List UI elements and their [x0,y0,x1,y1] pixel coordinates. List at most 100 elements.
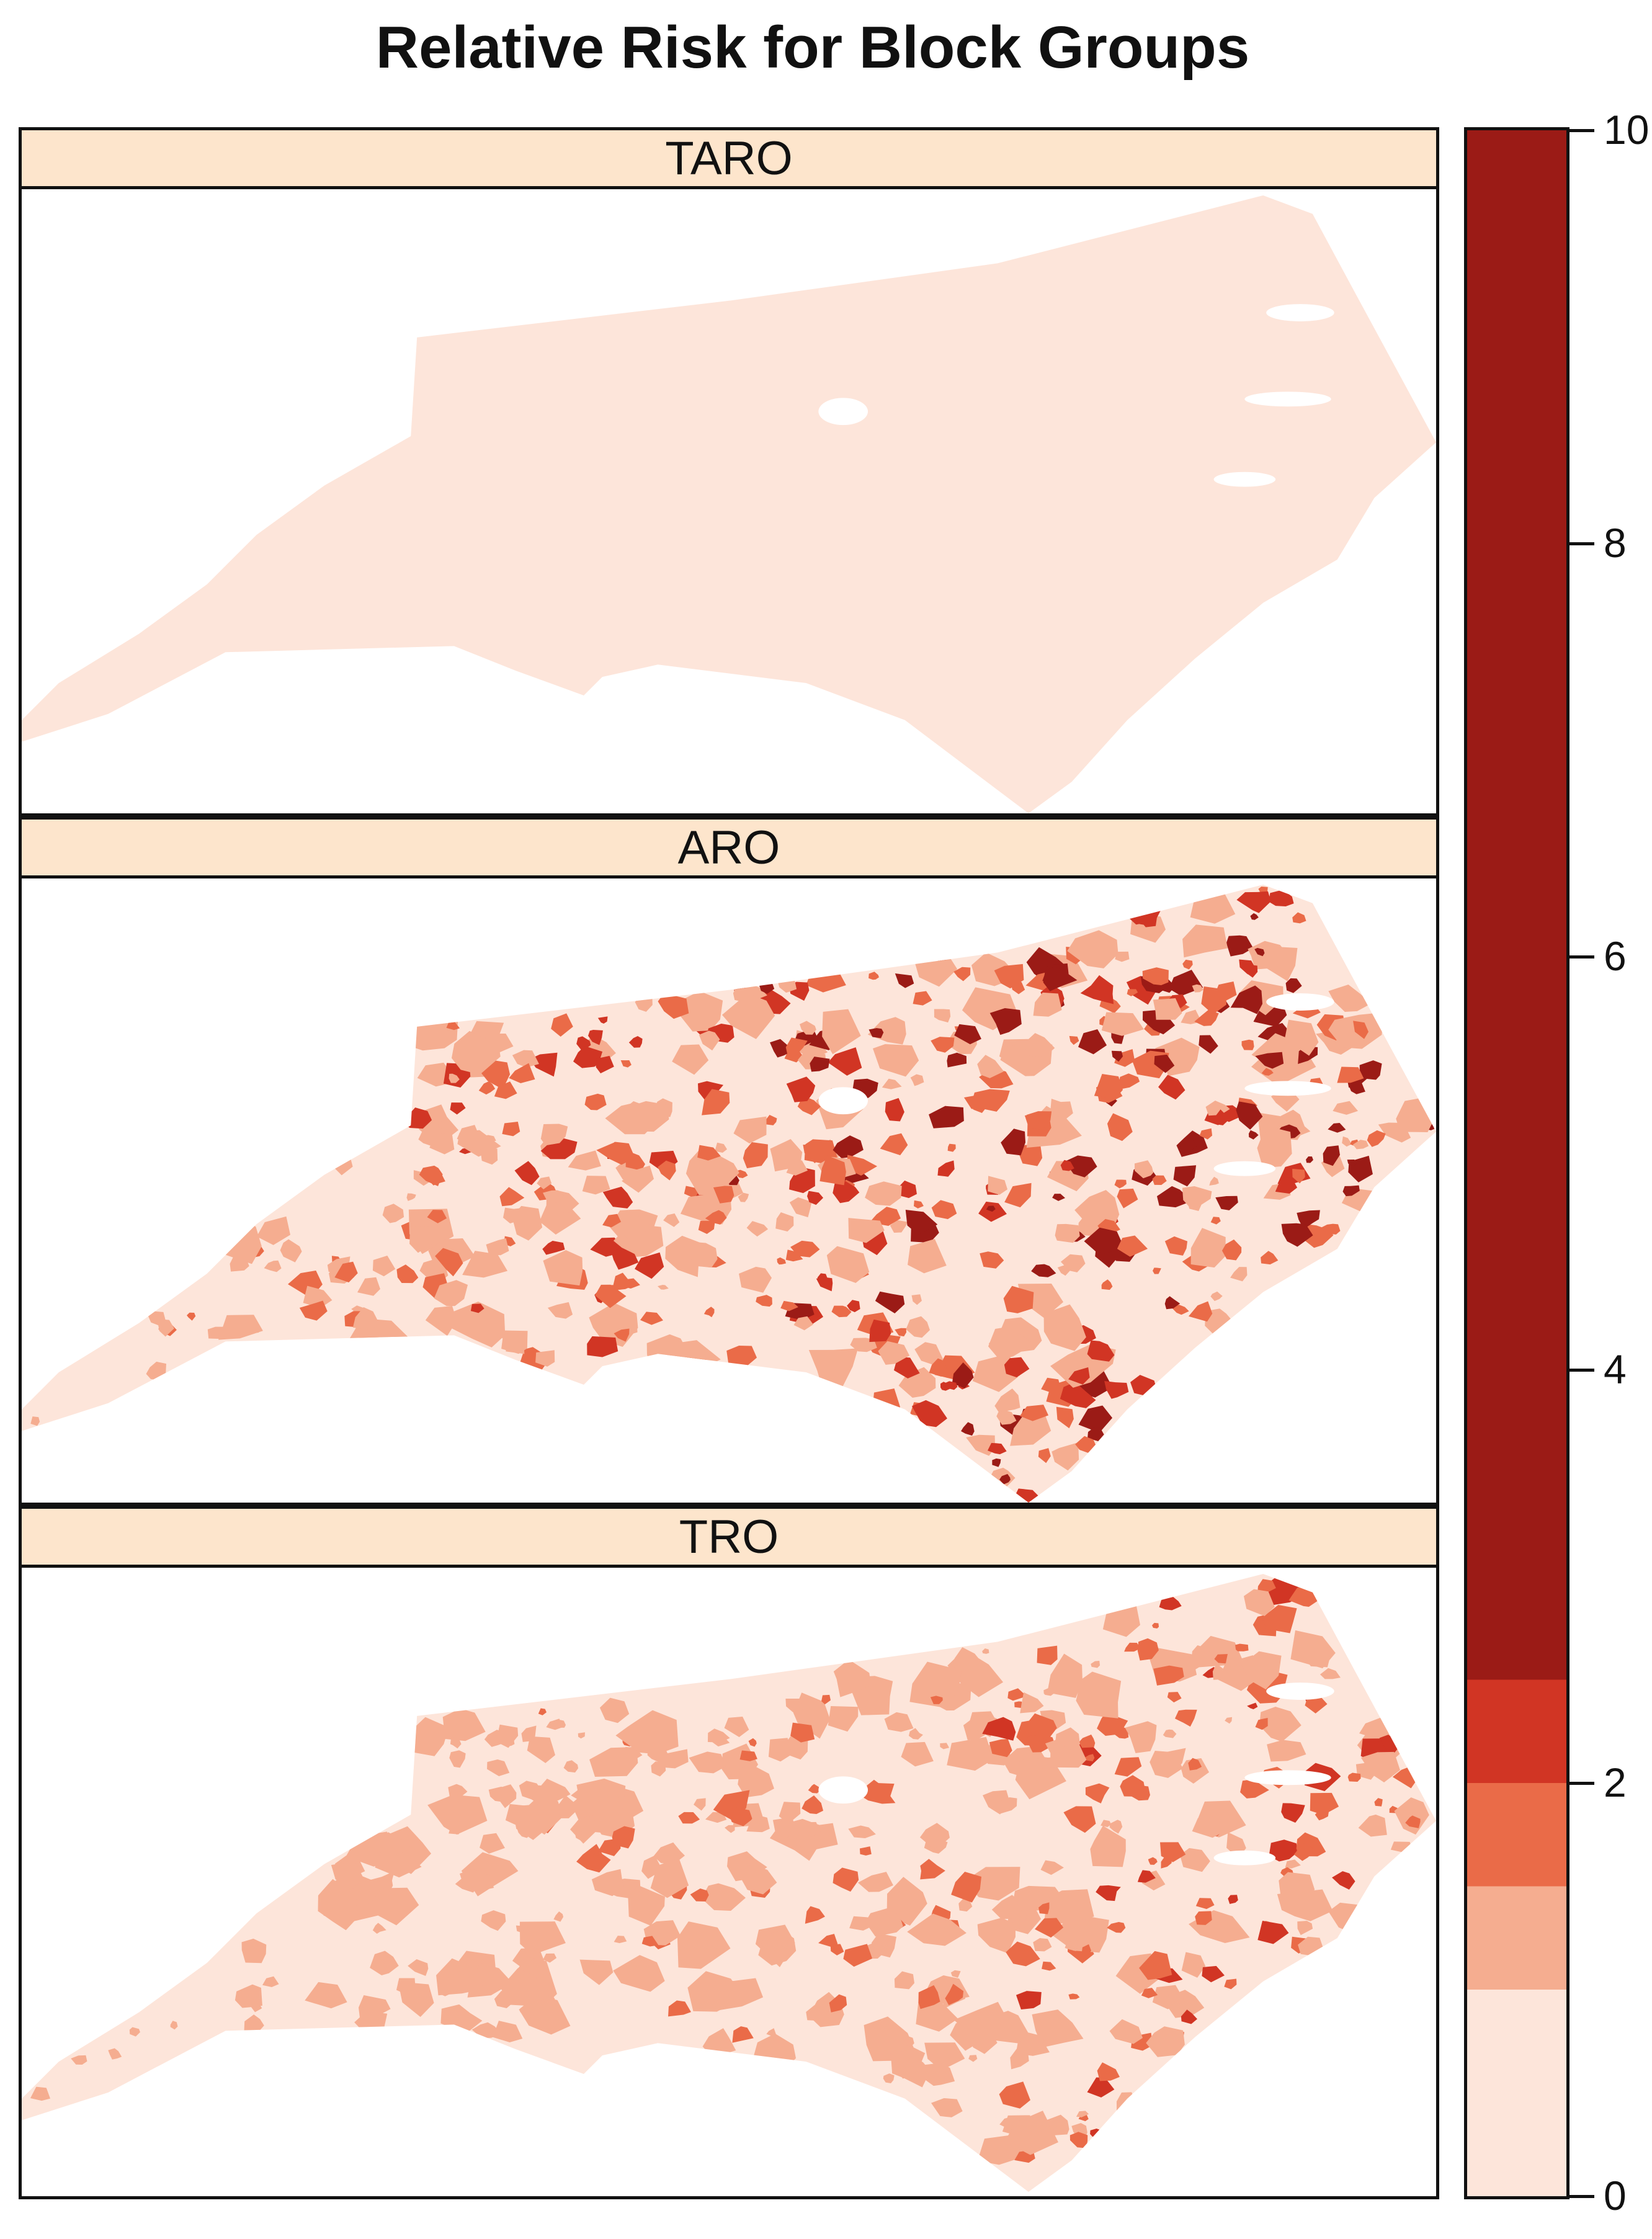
block-group [1039,2017,1056,2032]
block-group [890,1220,908,1233]
block-group [1285,1859,1301,1869]
block-group [968,2055,978,2062]
block-group [738,1764,774,1798]
block-group [1225,1717,1233,1724]
map-tro [22,1573,1436,2192]
block-group [1035,1757,1051,1769]
block-group [1248,1130,1259,1140]
block-group [303,1285,333,1308]
block-group [818,1934,838,1947]
block-group [1087,1340,1115,1362]
block-group [805,1906,825,1924]
block-group [449,1750,466,1768]
block-group [702,1089,730,1115]
block-group [442,1708,486,1741]
block-group [187,1312,196,1321]
block-group [1332,1871,1355,1890]
block-group [918,2063,955,2086]
block-group [793,1692,830,1739]
block-group [1315,1810,1329,1821]
block-group [808,1784,822,1794]
block-group [1215,1195,1238,1210]
block-group [885,1097,904,1122]
block-group [605,1103,659,1135]
block-group [1284,1019,1319,1056]
block-group [1215,981,1237,1001]
block-group [768,1738,792,1762]
block-group [865,1181,902,1206]
block-group [616,1214,653,1239]
block-group [1069,2132,1088,2148]
block-group [961,1422,975,1436]
block-group [516,1925,525,1933]
block-group [1125,1721,1157,1753]
block-group [1194,1010,1219,1026]
block-group [1290,1630,1336,1669]
block-group [725,1825,735,1833]
block-group [1262,1604,1297,1633]
block-group [1006,1941,1040,1967]
block-group [1360,1751,1400,1782]
block-group [663,1213,680,1227]
block-group [977,1918,1016,1954]
panel-strip-aro: ARO [19,816,1439,878]
block-group [999,2081,1030,2109]
block-group [711,1978,764,2011]
legend-tick-label-3: 4 [1604,1346,1627,1392]
block-group [989,1738,1012,1758]
block-group [1244,964,1258,978]
block-group [1101,1012,1144,1036]
block-group [1285,978,1302,993]
block-group [790,1722,815,1743]
block-group [1043,1687,1054,1696]
block-group [1195,1911,1212,1925]
block-group [685,1146,739,1195]
block-group [677,1921,731,1969]
block-group [1205,1308,1234,1335]
block-group [697,1145,721,1161]
block-group [1142,967,1169,986]
state-outline [22,1573,1436,2192]
block-group [1181,2009,1197,2024]
block-group [672,1044,709,1075]
block-group [1319,1223,1341,1235]
block-group [1254,947,1265,957]
block-group [707,1728,730,1743]
block-group [1236,891,1271,913]
legend-tick-label-4: 2 [1604,1759,1627,1805]
block-group [1152,1985,1185,2009]
block-group [934,1009,951,1023]
block-group [954,1647,981,1674]
legend-tick-1 [1569,542,1594,545]
block-group [383,1957,393,1964]
block-group [1003,1285,1034,1313]
block-group [738,1192,749,1202]
block-group [457,1125,481,1148]
block-group [488,1786,507,1802]
block-group [986,1205,996,1212]
block-group [890,2053,931,2088]
block-group [427,1794,488,1835]
block-group [908,1728,923,1740]
block-group [911,1294,922,1305]
block-group [234,1984,262,2008]
block-group [843,1944,873,1967]
block-group [582,1176,610,1195]
legend-bin-3 [1467,1679,1566,1783]
block-group [914,1342,944,1365]
block-group [587,1336,618,1357]
block-group [1051,1442,1079,1471]
block-group [1141,1988,1158,1998]
block-group [108,2048,122,2060]
block-group [821,1694,831,1705]
block-group [1027,1713,1057,1740]
block-group [318,1879,370,1931]
block-group [756,1295,772,1307]
block-group [1374,1798,1383,1807]
block-group [694,1798,706,1811]
block-group [999,1797,1017,1814]
block-group [739,1750,757,1761]
block-group [357,1277,380,1296]
block-group [1055,1727,1080,1751]
block-group [570,1815,597,1844]
